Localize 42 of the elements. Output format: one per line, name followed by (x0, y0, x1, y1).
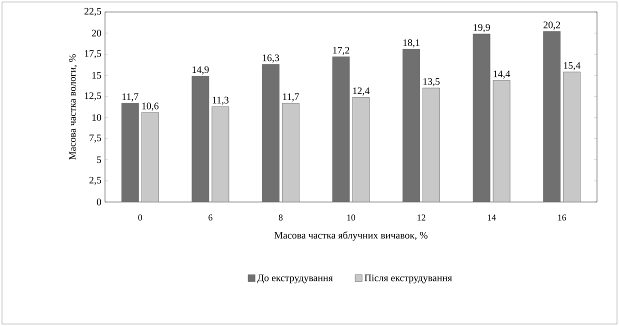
bar (352, 97, 370, 202)
y-tick-label: 10 (92, 114, 102, 121)
data-label: 20,2 (544, 22, 560, 30)
y-tick-label: 0 (96, 198, 102, 206)
data-label: 10,6 (142, 102, 159, 111)
bar (282, 103, 300, 202)
data-label: 14,9 (192, 66, 209, 74)
bar (492, 80, 510, 202)
x-tick-label: 6 (208, 214, 212, 221)
y-tick-label: 12,5 (84, 92, 102, 101)
data-label: 11,7 (283, 93, 299, 102)
legend-label: До екструдування (257, 274, 333, 284)
data-label: 18,1 (403, 39, 420, 48)
bar (141, 112, 159, 202)
y-tick-label: 20 (92, 30, 102, 36)
x-tick-label: 10 (347, 214, 356, 221)
data-label: 17,2 (333, 46, 350, 56)
y-tick-label: 5 (97, 156, 102, 164)
bar (563, 72, 581, 202)
data-label: 11,7 (122, 93, 138, 102)
data-label: 11,3 (212, 96, 229, 105)
y-tick-label: 7,5 (90, 134, 102, 143)
x-tick-label: 0 (138, 214, 142, 221)
data-label: 13,5 (423, 78, 440, 86)
x-tick-label: 16 (558, 214, 566, 221)
bar (212, 106, 230, 202)
data-label: 15,4 (564, 62, 580, 70)
x-tick-label: 12 (418, 214, 426, 220)
legend-label: Після екструдування (364, 274, 452, 284)
data-label: 14,4 (494, 70, 510, 79)
y-axis-title: Масова частка вологи, % (69, 54, 78, 160)
x-axis-title: Масова частка яблучних вичавок, % (274, 231, 428, 241)
data-label: 19,9 (474, 24, 490, 32)
bar (422, 88, 440, 202)
y-tick-label: 17,5 (84, 50, 102, 58)
y-tick-label: 22,5 (84, 8, 102, 16)
y-tick-label: 15 (92, 72, 102, 79)
x-tick-label: 8 (278, 214, 283, 221)
y-tick-label: 2,5 (89, 176, 102, 185)
x-tick-label: 14 (488, 214, 496, 220)
data-label: 16,3 (262, 54, 280, 63)
data-label: 12,4 (353, 87, 370, 96)
